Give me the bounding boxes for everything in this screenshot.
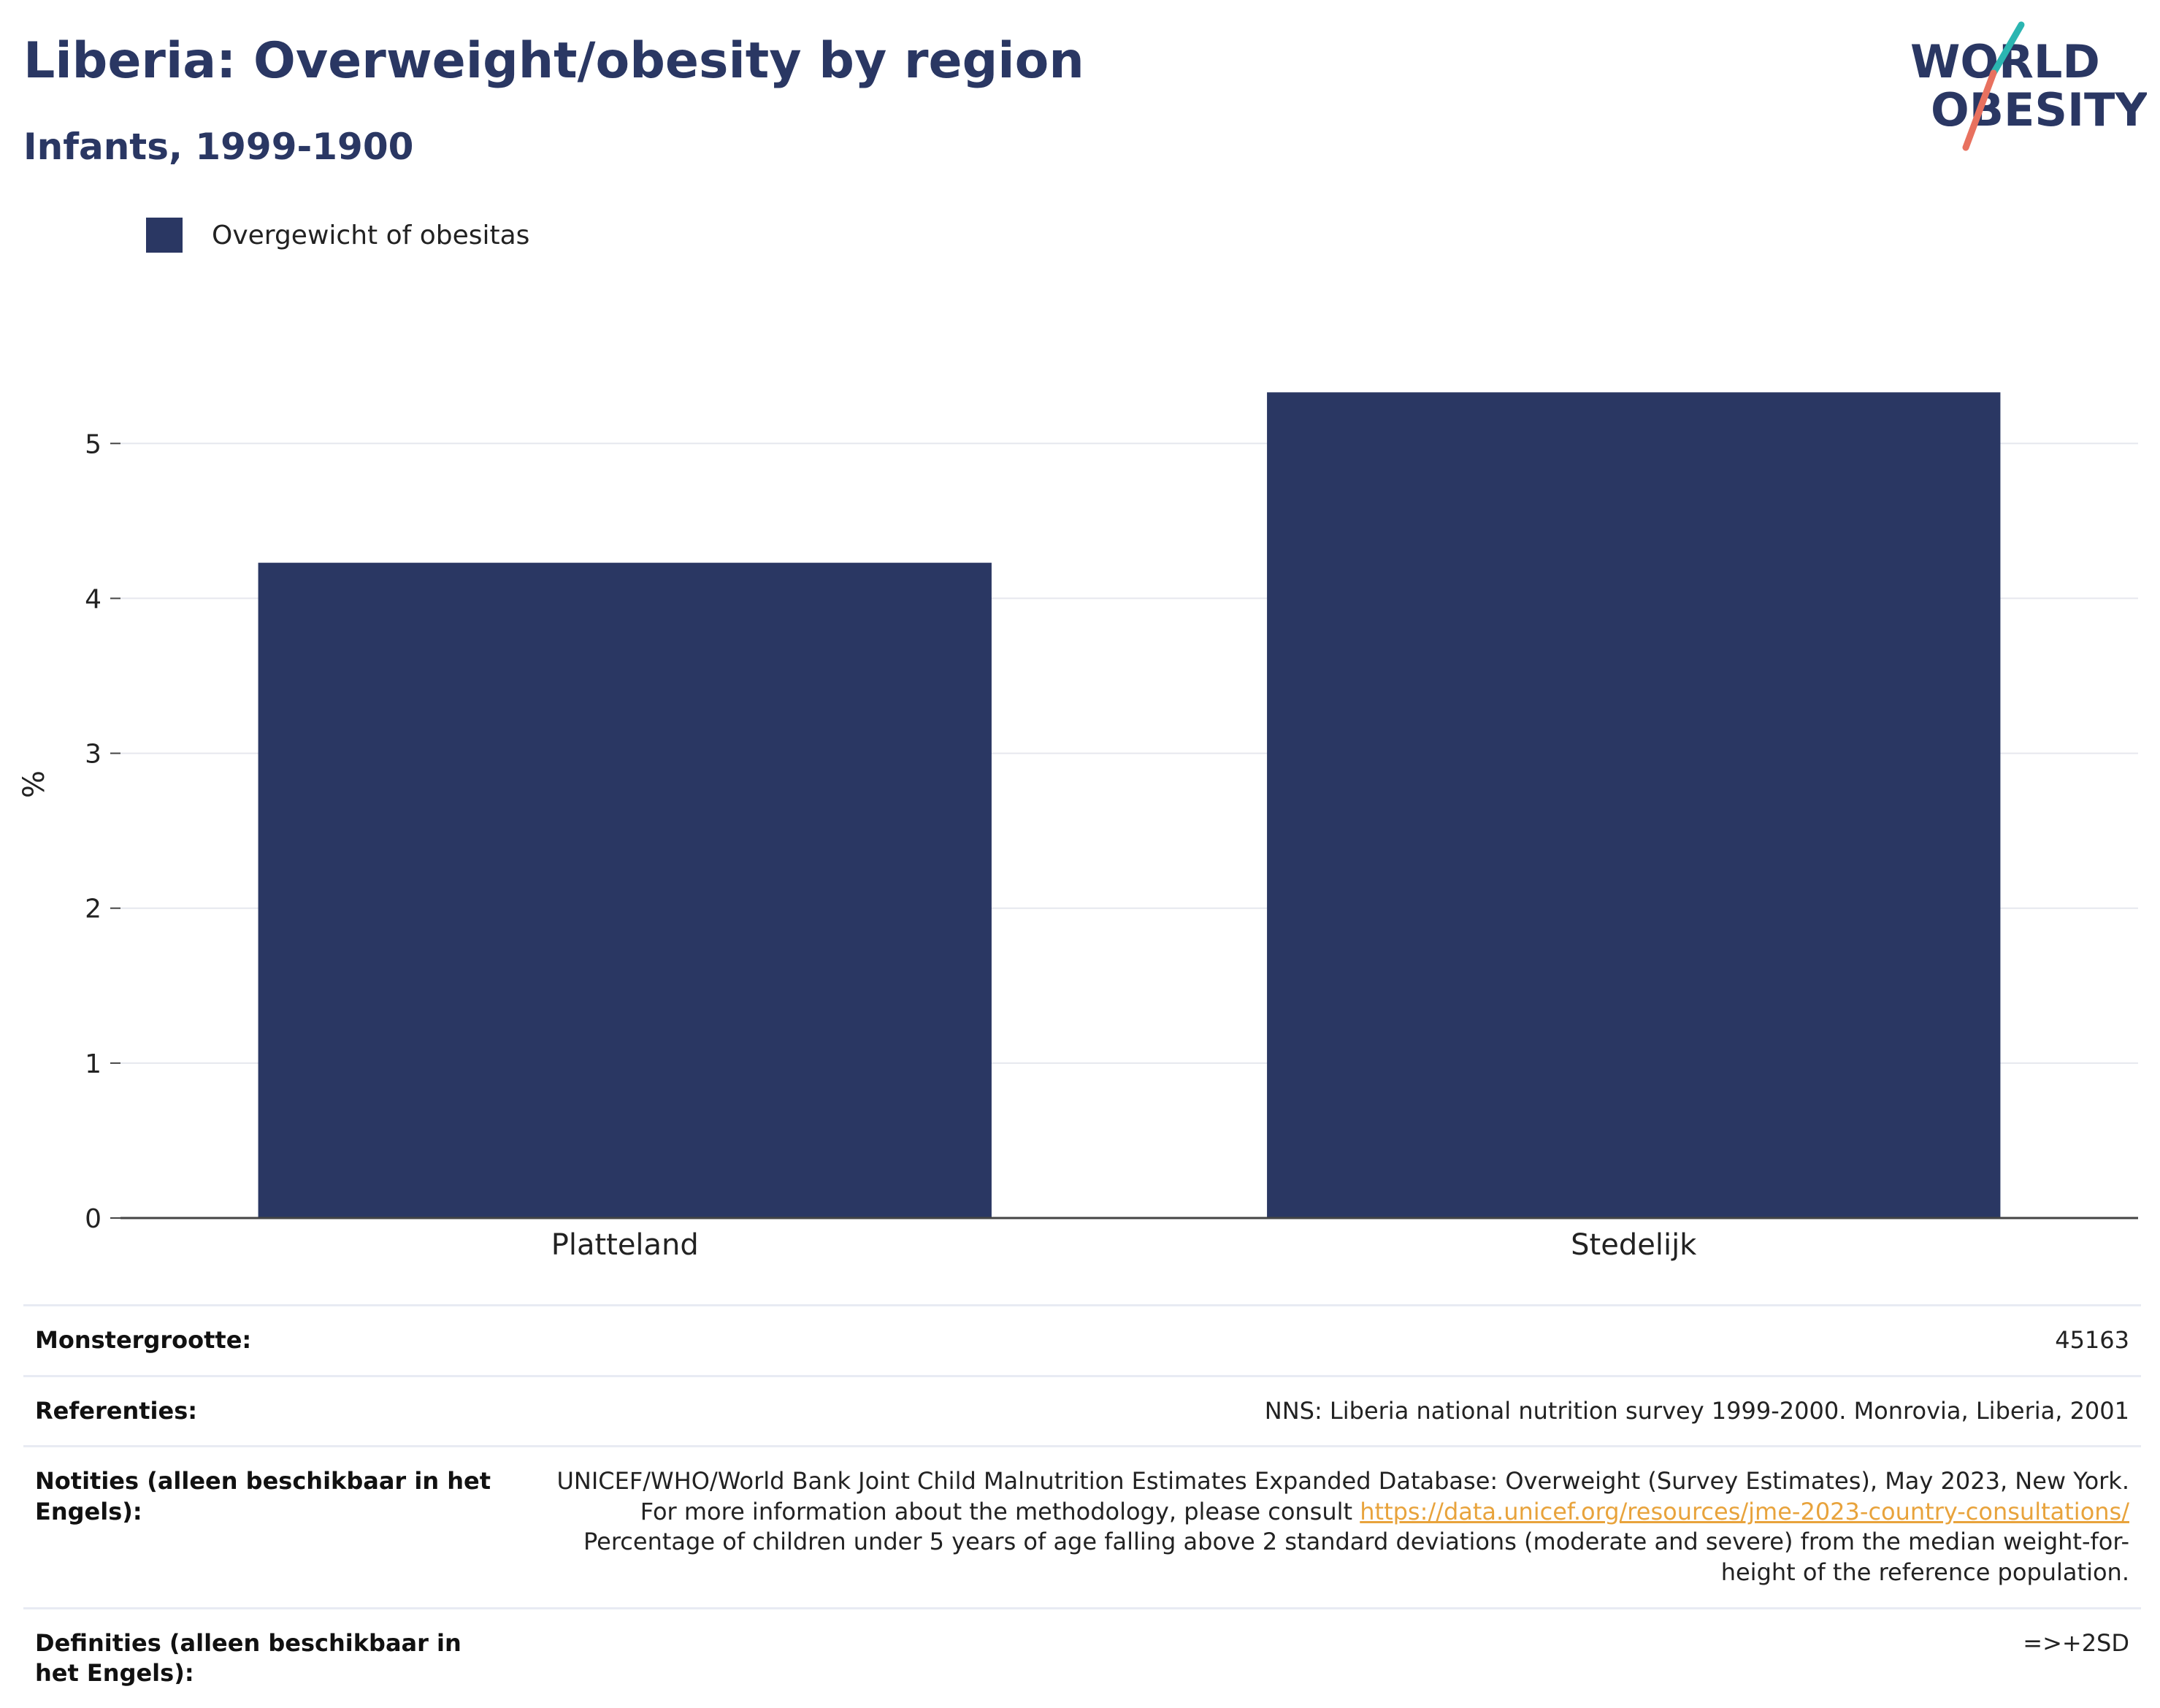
x-tick-label: Stedelijk <box>1571 1228 1697 1262</box>
bars <box>258 392 2001 1218</box>
y-tick-label: 0 <box>85 1204 102 1234</box>
bar-stedelijk <box>1267 392 2001 1218</box>
info-row-sample-size: Monstergrootte: 45163 <box>23 1304 2141 1375</box>
y-tick-label: 4 <box>85 584 102 614</box>
logo-slash-coral <box>1962 69 1997 151</box>
notes-label: Notities (alleen beschikbaar in het Enge… <box>35 1467 491 1525</box>
axes: 0 1 2 3 4 5 Platteland Stedelijk <box>85 429 2138 1262</box>
notes-link[interactable]: https://data.unicef.org/resources/jme-20… <box>1360 1497 2129 1525</box>
info-row-notes: Notities (alleen beschikbaar in het Enge… <box>23 1445 2141 1606</box>
legend-label: Overgewicht of obesitas <box>212 220 530 250</box>
logo-line1: WORLD <box>1910 35 2100 88</box>
y-tick-label: 1 <box>85 1049 102 1079</box>
definitions-value: =>+2SD <box>2023 1628 2129 1657</box>
y-tick-label: 5 <box>85 429 102 459</box>
world-obesity-logo: WORLD OBESITY <box>1910 21 2147 151</box>
y-tick-label: 3 <box>85 740 102 770</box>
definitions-label: Definities (alleen beschikbaar in het En… <box>35 1628 462 1688</box>
info-table: Monstergrootte: 45163 Referenties: NNS: … <box>23 1304 2141 1708</box>
info-row-definitions: Definities (alleen beschikbaar in het En… <box>23 1606 2141 1708</box>
logo-line2: OBESITY <box>1931 83 2147 137</box>
y-tick-label: 2 <box>85 895 102 924</box>
notes-text-2: Percentage of children under 5 years of … <box>583 1528 2129 1586</box>
references-label: Referenties: <box>35 1396 198 1425</box>
sample-size-value: 45163 <box>2055 1326 2129 1354</box>
references-value: NNS: Liberia national nutrition survey 1… <box>1264 1396 2129 1425</box>
notes-value: UNICEF/WHO/World Bank Joint Child Malnut… <box>523 1466 2130 1588</box>
legend-swatch <box>146 218 183 253</box>
x-tick-label: Platteland <box>551 1228 699 1262</box>
legend: Overgewicht of obesitas <box>146 218 529 253</box>
info-row-references: Referenties: NNS: Liberia national nutri… <box>23 1374 2141 1446</box>
bar-platteland <box>258 562 992 1218</box>
notes-text-1: UNICEF/WHO/World Bank Joint Child Malnut… <box>556 1467 2130 1525</box>
logo-slash-teal <box>1990 21 2025 77</box>
bar-chart: 0 1 2 3 4 5 Platteland Stedelijk % <box>18 392 2138 1262</box>
sample-size-label: Monstergrootte: <box>35 1326 252 1354</box>
y-axis-label: % <box>18 770 51 798</box>
chart-title: Liberia: Overweight/obesity by region <box>23 32 1084 90</box>
chart-subtitle: Infants, 1999-1900 <box>23 126 414 168</box>
